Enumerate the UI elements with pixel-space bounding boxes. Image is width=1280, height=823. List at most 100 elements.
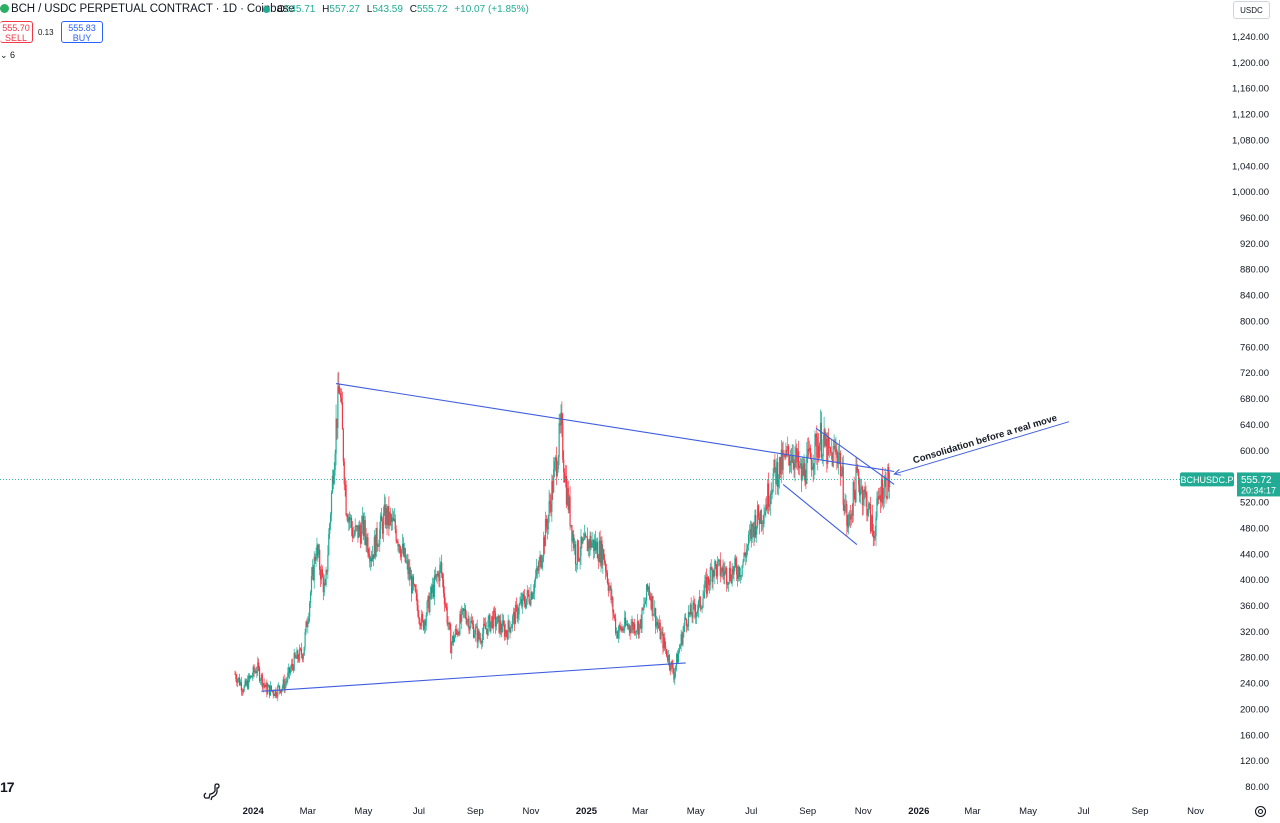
candle-body — [726, 584, 729, 586]
annotation-arrow[interactable] — [894, 421, 1070, 475]
candle-body — [766, 504, 768, 510]
candle-body — [403, 548, 405, 556]
candle-body — [534, 576, 537, 582]
candle-body — [821, 455, 823, 458]
candle-body — [543, 536, 545, 557]
candle-body — [606, 572, 609, 583]
candle-body — [667, 655, 670, 661]
candle-body — [536, 568, 538, 570]
candle-body — [592, 539, 594, 544]
candle-body — [408, 567, 410, 575]
candle-body — [290, 663, 293, 670]
candle-body — [238, 677, 240, 680]
price-tick-label: 160.00 — [1240, 730, 1269, 741]
candle-body — [245, 680, 247, 686]
candle-body — [626, 624, 629, 627]
candle-body — [425, 615, 427, 626]
bar-countdown: 20:34:17 — [1241, 485, 1276, 495]
indicators-toggle[interactable]: ⌄ 6 — [0, 50, 16, 60]
currency-selector[interactable]: USDC — [1233, 1, 1270, 19]
candle-body — [624, 617, 626, 630]
trendline-upper[interactable] — [335, 383, 895, 473]
trendline-channel-top[interactable] — [815, 427, 895, 485]
candle-body — [453, 636, 456, 643]
symbol-title[interactable]: BCH / USDC PERPETUAL CONTRACT · 1D · Coi… — [11, 3, 295, 15]
price-tick-label: 1,080.00 — [1232, 135, 1269, 146]
candle-body — [637, 621, 639, 635]
candle-body — [876, 498, 878, 518]
candle-body — [855, 467, 857, 502]
candle-body — [454, 629, 456, 637]
candle-body — [661, 632, 663, 634]
candle-body — [516, 605, 518, 619]
candle-body — [887, 467, 889, 498]
candle-body — [587, 540, 589, 552]
candle-body — [317, 544, 319, 555]
candle-body — [391, 517, 394, 522]
candle-body — [505, 630, 507, 635]
candle-body — [284, 683, 286, 690]
annotation-text[interactable]: Consolidation before a real move — [912, 413, 1059, 467]
candle-body — [437, 573, 439, 576]
candle-body — [834, 446, 836, 452]
candle-body — [298, 658, 300, 661]
candle-body — [464, 608, 466, 618]
candle-body — [838, 452, 841, 454]
candle-body — [248, 675, 250, 689]
candle-body — [874, 536, 876, 539]
sell-button[interactable]: 555.70 SELL — [0, 21, 33, 43]
candle-body — [671, 661, 673, 665]
candle-body — [796, 448, 798, 463]
candle-body — [413, 584, 415, 586]
candle-body — [649, 595, 651, 599]
candle-body — [370, 557, 372, 562]
candle-body — [686, 626, 689, 628]
candle-body — [494, 612, 497, 627]
candle-body — [321, 569, 324, 577]
candle-body — [260, 674, 263, 681]
candle-body — [596, 542, 598, 559]
candle-body — [809, 447, 812, 459]
candle-body — [361, 515, 364, 524]
candle-body — [556, 469, 558, 476]
candle-body — [506, 634, 508, 640]
candle-body — [605, 570, 608, 573]
candle-body — [424, 620, 426, 626]
candle-body — [579, 555, 581, 561]
candle-body — [744, 552, 746, 556]
candle-body — [432, 584, 435, 597]
trendline-channel-bottom[interactable] — [782, 484, 858, 545]
candle-body — [319, 569, 322, 580]
candle-body — [604, 562, 607, 571]
trendline-lower[interactable] — [261, 662, 686, 692]
open-value: 545.71 — [284, 4, 316, 15]
candle-body — [591, 543, 593, 548]
candle-body — [250, 675, 252, 678]
candle-body — [787, 446, 790, 456]
candle-body — [301, 654, 303, 660]
price-tick-label: 1,120.00 — [1232, 110, 1269, 121]
candle-body — [448, 622, 450, 625]
candle-body — [309, 592, 312, 603]
buy-button[interactable]: 555.83 BUY — [61, 21, 103, 43]
candle-body — [646, 584, 649, 591]
candle-body — [380, 515, 382, 530]
candle-body — [507, 620, 509, 640]
candle-body — [862, 499, 864, 505]
candle-body — [645, 600, 647, 605]
candle-body — [614, 615, 616, 619]
candle-body — [683, 625, 685, 633]
candle-body — [368, 553, 370, 557]
settings-gear-icon[interactable] — [1254, 805, 1267, 818]
candle-body — [525, 598, 527, 608]
tradingview-logo-icon[interactable]: 17 — [0, 779, 15, 795]
candle-body — [427, 596, 429, 602]
candle-body — [338, 386, 340, 394]
candle-body — [747, 534, 750, 546]
candle-body — [866, 495, 868, 516]
dino-icon[interactable] — [202, 781, 222, 801]
candle-body — [416, 593, 418, 606]
candle-body — [367, 537, 369, 554]
candle-body — [532, 594, 534, 599]
